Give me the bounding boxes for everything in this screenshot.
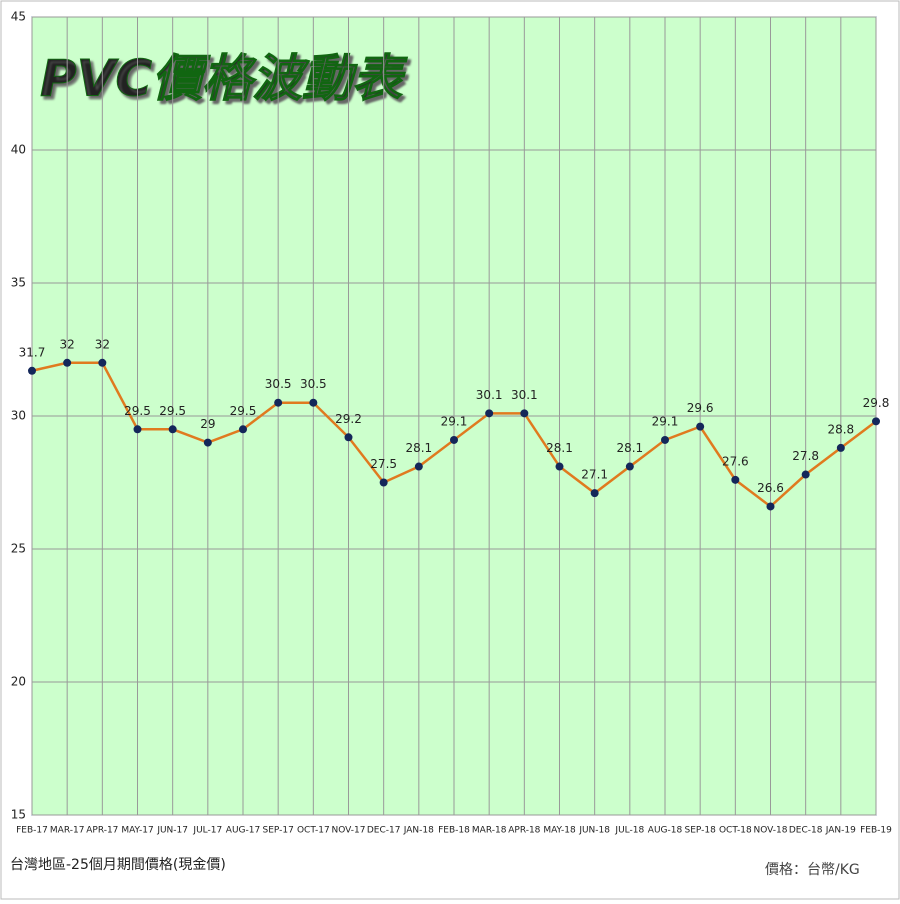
x-tick-label: NOV-18 (754, 826, 788, 836)
y-tick-label: 35 (11, 276, 26, 290)
marker (168, 425, 177, 434)
marker (836, 443, 845, 452)
x-tick-label: AUG-17 (226, 826, 260, 836)
x-tick-label: JUN-18 (578, 826, 610, 836)
x-tick-label: OCT-18 (719, 826, 752, 836)
marker (203, 438, 212, 447)
data-label: 26.6 (757, 481, 784, 495)
data-label: 29.1 (441, 414, 468, 428)
marker (133, 425, 142, 434)
marker (731, 475, 740, 484)
x-tick-label: MAY-18 (543, 826, 576, 836)
y-tick-label: 15 (11, 808, 26, 822)
data-label: 29.1 (652, 414, 679, 428)
y-tick-label: 25 (11, 542, 26, 556)
data-label: 28.8 (827, 422, 854, 436)
data-label: 32 (95, 337, 110, 351)
x-tick-label: MAR-17 (50, 826, 85, 836)
data-label: 30.5 (300, 377, 327, 391)
data-label: 27.6 (722, 454, 749, 468)
data-label: 29.5 (230, 404, 257, 418)
data-label: 28.1 (405, 441, 432, 455)
data-label: 30.5 (265, 377, 292, 391)
unit-label: 價格：台幣/KG (765, 861, 860, 878)
data-label: 30.1 (476, 388, 503, 402)
data-label: 29 (200, 417, 215, 431)
x-tick-label: AUG-18 (648, 826, 683, 836)
marker (239, 425, 247, 434)
y-tick-label: 20 (11, 675, 26, 689)
x-tick-label: APR-18 (508, 826, 540, 836)
marker (520, 409, 529, 418)
marker (590, 489, 599, 498)
y-tick-label: 45 (11, 10, 26, 24)
marker (625, 462, 634, 471)
marker (555, 462, 564, 471)
x-tick-label: APR-17 (86, 826, 118, 836)
marker (63, 358, 72, 367)
data-label: 29.6 (687, 401, 714, 415)
data-label: 27.1 (581, 468, 608, 482)
data-label: 29.2 (335, 412, 362, 426)
data-label: 30.1 (511, 388, 538, 402)
data-label: 31.7 (19, 345, 46, 359)
x-tick-label: FEB-17 (16, 826, 48, 836)
marker (485, 409, 494, 418)
data-label: 28.1 (616, 441, 643, 455)
x-tick-label: DEC-17 (367, 826, 401, 836)
data-label: 28.1 (546, 441, 573, 455)
data-label: 29.5 (159, 404, 186, 418)
x-tick-label: DEC-18 (789, 826, 823, 836)
x-tick-label: JUL-17 (192, 826, 222, 836)
x-tick-label: NOV-17 (332, 826, 366, 836)
x-tick-label: JAN-18 (403, 826, 434, 836)
marker (766, 502, 775, 511)
data-label: 29.5 (124, 404, 151, 418)
x-tick-label: FEB-18 (438, 826, 470, 836)
data-label: 32 (60, 337, 75, 351)
x-tick-label: JAN-19 (825, 826, 856, 836)
x-tick-label: SEP-18 (684, 826, 716, 836)
x-tick-label: SEP-17 (262, 826, 293, 836)
marker (450, 435, 458, 444)
marker (98, 358, 107, 367)
marker (801, 470, 810, 479)
marker (379, 478, 388, 487)
marker (414, 462, 423, 471)
data-label: 27.5 (370, 457, 397, 471)
marker (872, 417, 880, 426)
x-tick-label: OCT-17 (297, 826, 330, 836)
data-label: 27.8 (792, 449, 819, 463)
x-tick-label: MAR-18 (472, 826, 507, 836)
marker (344, 433, 353, 442)
marker (661, 435, 669, 444)
x-tick-label: JUL-18 (614, 826, 644, 836)
y-tick-label: 40 (11, 143, 26, 157)
chart-title: PVC價格波動表 (40, 50, 408, 108)
x-tick-label: FEB-19 (860, 826, 892, 836)
data-label: 29.8 (863, 396, 890, 410)
marker (309, 398, 318, 407)
marker (274, 398, 283, 407)
marker (28, 366, 36, 375)
note: 台灣地區-25個月期間價格(現金價) (10, 856, 226, 873)
marker (696, 422, 705, 431)
x-tick-label: MAY-17 (121, 826, 153, 836)
y-tick-label: 30 (11, 409, 26, 423)
x-tick-label: JUN-17 (156, 826, 188, 836)
